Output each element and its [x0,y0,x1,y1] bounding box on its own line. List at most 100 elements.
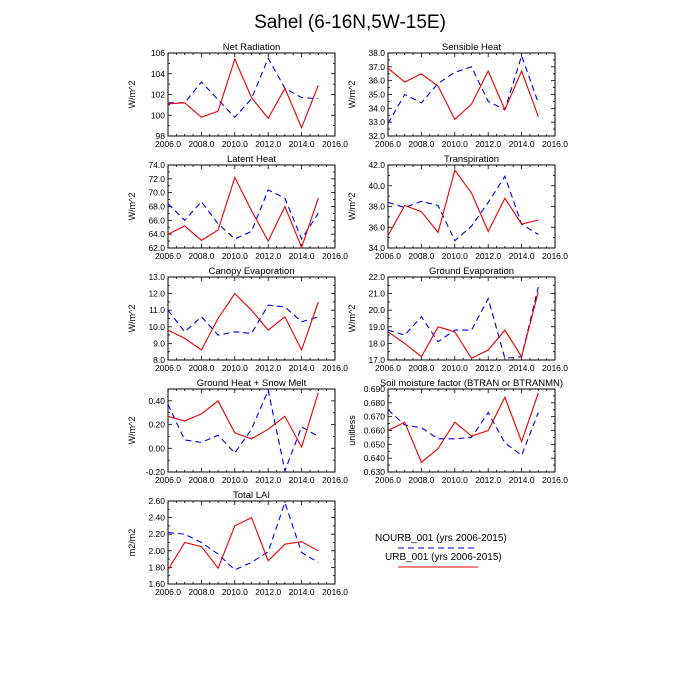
x-tick-label: 2014.0 [509,475,535,485]
series-line-urb [167,392,319,449]
y-tick-label: 33.0 [368,117,385,127]
x-tick-label: 2014.0 [509,139,535,149]
x-tick-label: 2008.0 [408,475,434,485]
y-tick-label: 19.0 [368,322,385,332]
panel-ground-evaporation: Ground Evaporation W/m^2 2006.0 2008.0 2010.… [347,266,568,373]
series-line-nourb [387,54,539,124]
series-line-urb [167,292,319,352]
y-tick-label: 12.0 [148,289,165,299]
y-axis-label: W/m^2 [127,193,137,221]
x-tick-label: 2008.0 [188,363,214,373]
y-tick-label: 0.690 [364,384,386,394]
y-tick-label: 36.0 [368,222,385,232]
x-tick-label: 2006.0 [375,251,401,261]
panel-soil-moisture-factor-btran-or-btranmn: Soil moisture factor (BTRAN or BTRANMN) u… [347,378,568,485]
plot-frame [167,52,336,137]
x-tick-label: 2010.0 [442,363,468,373]
x-tick-label: 2008.0 [188,139,214,149]
x-tick-label: 2010.0 [222,139,248,149]
y-axis-label: m2/m2 [127,529,137,557]
chart-panels: Net Radiation W/m^2 2006.0 2008.0 2010.0 2012… [127,42,568,597]
x-tick-label: 2006.0 [155,475,181,485]
x-tick-label: 2014.0 [509,363,535,373]
x-tick-label: 2014.0 [289,251,315,261]
x-tick-label: 2016.0 [542,139,568,149]
y-tick-label: 2.00 [148,546,165,556]
series-line-nourb [167,500,319,571]
y-tick-label: 2.20 [148,529,165,539]
series-line-nourb [167,189,319,241]
panel-ground-heat-snow-melt: Ground Heat + Snow Melt W/m^2 2006.0 2008.0… [127,378,348,485]
y-tick-label: 18.0 [368,338,385,348]
x-tick-label: 2012.0 [255,587,281,597]
x-tick-label: 2006.0 [375,475,401,485]
x-tick-label: 2012.0 [475,251,501,261]
y-tick-label: 34.0 [368,103,385,113]
x-tick-label: 2016.0 [542,475,568,485]
panel-title: Ground Evaporation [429,266,514,277]
x-tick-label: 2010.0 [222,475,248,485]
x-tick-label: 2016.0 [322,251,348,261]
panel-title: Sensible Heat [442,42,502,53]
x-tick-label: 2008.0 [188,587,214,597]
y-tick-label: 9.0 [153,338,165,348]
x-tick-label: 2008.0 [408,251,434,261]
y-tick-label: 74.0 [148,160,165,170]
y-tick-label: 0.680 [364,398,386,408]
x-tick-label: 2016.0 [322,475,348,485]
legend: NOURB_001 (yrs 2006-2015) URB_001 (yrs 2… [375,533,507,568]
y-tick-label: 104 [151,69,165,79]
y-tick-label: 13.0 [148,272,165,282]
plot-frame [387,388,556,473]
x-tick-label: 2008.0 [408,363,434,373]
x-tick-label: 2016.0 [322,139,348,149]
x-tick-label: 2014.0 [289,587,315,597]
series-line-urb [167,175,319,249]
series-line-urb [387,67,539,121]
x-tick-label: 2012.0 [255,363,281,373]
y-tick-label: 38.0 [368,202,385,212]
x-tick-label: 2010.0 [442,139,468,149]
panel-title: Total LAI [233,490,270,501]
y-tick-label: 0.20 [148,420,165,430]
x-tick-label: 2006.0 [155,139,181,149]
y-tick-label: 36.0 [368,76,385,86]
y-tick-label: 0.00 [148,443,165,453]
y-tick-label: 11.0 [149,305,165,315]
x-tick-label: 2016.0 [322,587,348,597]
x-tick-label: 2006.0 [155,251,181,261]
y-tick-label: 37.0 [368,62,385,72]
panel-net-radiation: Net Radiation W/m^2 2006.0 2008.0 2010.0 2012… [127,42,348,149]
y-tick-label: 42.0 [368,160,385,170]
plot-frame [167,388,336,473]
y-tick-label: 0.630 [364,467,386,477]
y-tick-label: 38.0 [368,48,385,58]
y-tick-label: 0.40 [148,396,165,406]
y-tick-label: 68.0 [148,202,165,212]
y-tick-label: 8.0 [153,355,165,365]
series-line-nourb [167,304,319,336]
panel-canopy-evaporation: Canopy Evaporation W/m^2 2006.0 2008.0 2010.… [127,266,348,373]
y-tick-label: 17.0 [368,355,385,365]
x-tick-label: 2014.0 [289,363,315,373]
x-tick-label: 2014.0 [289,139,315,149]
x-tick-label: 2008.0 [408,139,434,149]
y-tick-label: 21.0 [368,289,385,299]
x-tick-label: 2010.0 [222,587,248,597]
series-line-urb [387,291,539,360]
panel-title: Soil moisture factor (BTRAN or BTRANMN) [380,378,563,389]
x-tick-label: 2014.0 [509,251,535,261]
figure-title: Sahel (6-16N,5W-15E) [254,12,446,33]
x-tick-label: 2010.0 [442,251,468,261]
panel-transpiration: Transpiration W/m^2 2006.0 2008.0 2010.0 2012… [347,154,568,261]
panel-sensible-heat: Sensible Heat W/m^2 2006.0 2008.0 2010.0 2012… [347,42,568,149]
x-tick-label: 2006.0 [375,363,401,373]
panel-total-lai: Total LAI m2/m2 2006.0 2008.0 2010.0 2012.0 20… [127,490,348,597]
y-tick-label: 70.0 [148,188,165,198]
x-tick-label: 2016.0 [322,363,348,373]
series-line-nourb [387,409,539,457]
y-tick-label: 0.670 [364,412,386,422]
x-tick-label: 2012.0 [255,475,281,485]
y-tick-label: 106 [151,48,165,58]
y-axis-label: W/m^2 [347,305,357,333]
